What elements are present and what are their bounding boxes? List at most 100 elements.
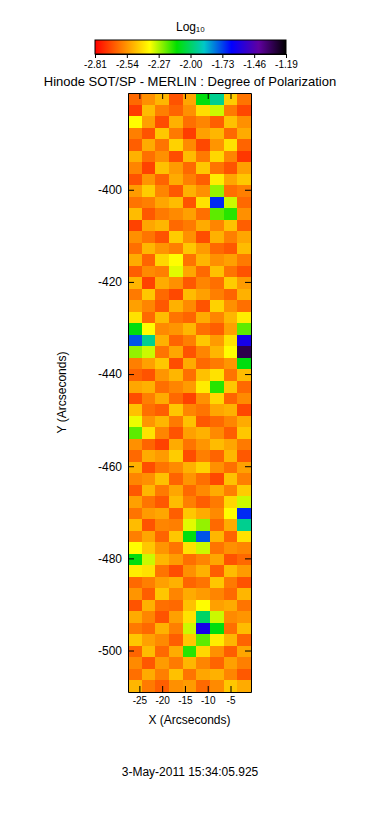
annotation: 3-May-2011 15:34:05.925 [122,765,259,779]
heatmap-cell [169,151,183,163]
tick [245,466,251,467]
heatmap-cell [237,600,251,612]
heatmap-cell [155,197,169,209]
heatmap-cell [224,404,238,416]
heatmap-cell [183,577,197,589]
heatmap-cell [237,346,251,358]
heatmap-cell [237,404,251,416]
heatmap-cell [155,496,169,508]
heatmap-cell [237,128,251,140]
heatmap-cell [128,588,142,600]
heatmap-cell [224,485,238,497]
heatmap-cell [155,116,169,128]
heatmap-cell [155,519,169,531]
heatmap-cell [142,439,156,451]
heatmap-cell [169,588,183,600]
heatmap-cell [224,669,238,681]
heatmap-cell [128,646,142,658]
heatmap-cell [196,531,210,543]
heatmap-cell [155,208,169,220]
heatmap-cell [196,462,210,474]
heatmap-cell [196,611,210,623]
heatmap-cell [210,496,224,508]
heatmap-cell [224,634,238,646]
heatmap-cell [183,105,197,117]
heatmap-cell [224,519,238,531]
tick: -5 [227,686,236,706]
heatmap-cell [183,323,197,335]
heatmap-cell [183,128,197,140]
heatmap-cell [142,208,156,220]
heatmap-cell [169,254,183,266]
heatmap-cell [128,519,142,531]
heatmap-cell [142,116,156,128]
heatmap-cell [155,289,169,301]
heatmap-cell [155,508,169,520]
heatmap-cell [155,393,169,405]
heatmap-cell [142,588,156,600]
heatmap-cell [237,312,251,324]
tick-mark [245,466,251,467]
heatmap-cell [169,611,183,623]
tick: -460 [98,460,134,474]
heatmap-cell [237,427,251,439]
heatmap-cell [183,508,197,520]
heatmap-cell [128,151,142,163]
heatmap-cell [196,404,210,416]
tick-mark [245,374,251,375]
heatmap-cell [237,554,251,566]
y-axis-title: Y (Arcseconds) [55,352,69,434]
heatmap-cell [128,439,142,451]
heatmap-cell [142,450,156,462]
heatmap-cell [196,105,210,117]
heatmap-cell [224,646,238,658]
heatmap-cell [142,346,156,358]
heatmap-cell [128,634,142,646]
heatmap-cell [155,151,169,163]
heatmap-cell [237,623,251,635]
heatmap-cell [169,473,183,485]
heatmap-cell [128,289,142,301]
heatmap-cell [142,185,156,197]
heatmap-cell [183,531,197,543]
heatmap-cell [155,162,169,174]
heatmap-cell [210,646,224,658]
heatmap-cell [169,485,183,497]
heatmap-cell [224,312,238,324]
heatmap-cell [196,623,210,635]
heatmap-cell [210,473,224,485]
heatmap-cell [183,485,197,497]
heatmap-cell [128,185,142,197]
heatmap-cell [142,657,156,669]
heatmap-cell [237,139,251,151]
heatmap-cell [196,93,210,105]
heatmap-cell [128,312,142,324]
heatmap-cell [196,116,210,128]
heatmap-cell [237,151,251,163]
tick-mark [245,190,251,191]
chart: Hinode SOT/SP - MERLIN : Degree of Polar… [0,0,380,816]
heatmap-cell [169,427,183,439]
tick [231,93,232,99]
heatmap-cell [183,496,197,508]
heatmap-cell [237,174,251,186]
heatmap-cell [142,312,156,324]
tick-mark [128,466,134,467]
tick: -20 [155,686,170,706]
heatmap-cell [183,208,197,220]
heatmap-cell [128,128,142,140]
heatmap-cell [210,588,224,600]
heatmap-cell [237,416,251,428]
tick-mark [162,686,163,692]
heatmap-cell [155,416,169,428]
heatmap-cell [224,611,238,623]
heatmap-cell [224,323,238,335]
heatmap-cell [196,542,210,554]
tick-label: -10 [201,695,216,706]
tick-label: -15 [178,695,193,706]
heatmap-cell [224,577,238,589]
heatmap-cell [224,554,238,566]
heatmap-cell [169,243,183,255]
heatmap-cell [155,611,169,623]
heatmap-cell [224,162,238,174]
